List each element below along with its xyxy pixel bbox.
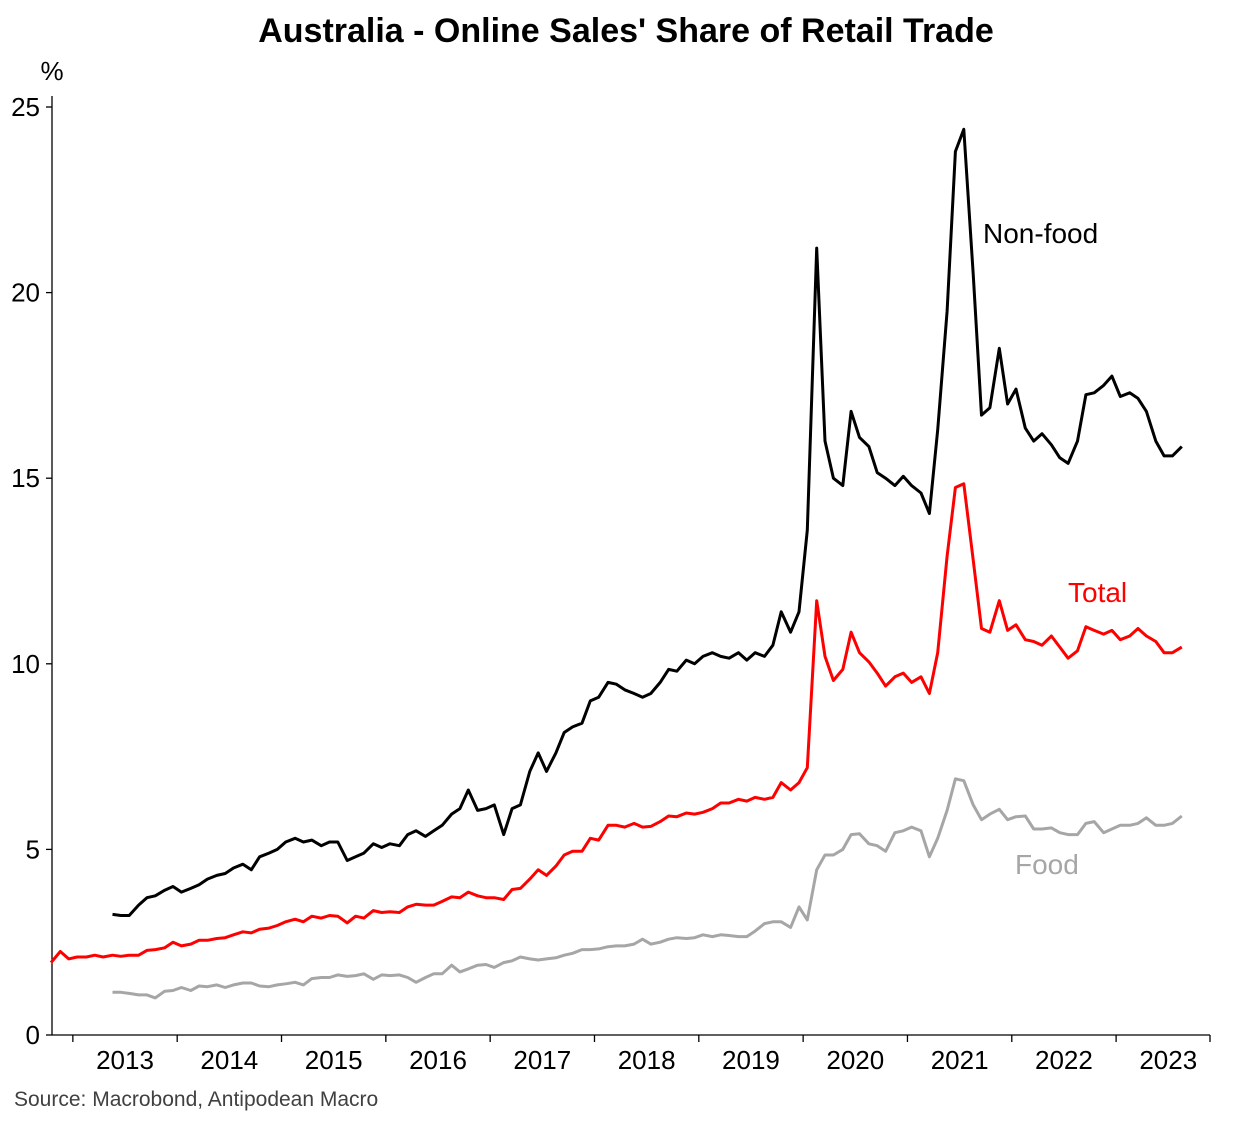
x-tick-label: 2019: [722, 1045, 780, 1075]
y-tick-label: 15: [11, 463, 40, 493]
x-tick-label: 2017: [513, 1045, 571, 1075]
series-line-total: [49, 482, 1183, 964]
y-axis-unit-label: %: [40, 56, 63, 86]
series-layer: [49, 127, 1183, 1000]
x-tick-label: 2014: [200, 1045, 258, 1075]
series-label-non-food: Non-food: [983, 218, 1098, 249]
x-tick-label: 2018: [618, 1045, 676, 1075]
y-tick-label: 0: [26, 1020, 40, 1050]
x-tick-label: 2021: [931, 1045, 989, 1075]
axes: 0 5 10 15 20 25 2013 2014 2015 2016 2017 2018 2019 20…: [11, 92, 1211, 1075]
series-label-food: Food: [1015, 849, 1079, 880]
y-tick-label: 10: [11, 649, 40, 679]
series-label-total: Total: [1068, 577, 1127, 608]
y-tick-label: 5: [26, 834, 40, 864]
x-tick-label: 2022: [1035, 1045, 1093, 1075]
y-tick-label: 20: [11, 278, 40, 308]
series-line-food: [112, 777, 1183, 1000]
source-note: Source: Macrobond, Antipodean Macro: [14, 1088, 378, 1111]
x-tick-label: 2016: [409, 1045, 467, 1075]
series-labels: Non-food Total Food: [983, 218, 1127, 880]
x-tick-label: 2023: [1139, 1045, 1197, 1075]
x-tick-label: 2013: [96, 1045, 154, 1075]
x-tick-label: 2015: [305, 1045, 363, 1075]
y-tick-label: 25: [11, 92, 40, 122]
chart-title: Australia - Online Sales' Share of Retai…: [258, 12, 994, 50]
x-tick-label: 2020: [826, 1045, 884, 1075]
series-line-non-food: [112, 127, 1183, 917]
